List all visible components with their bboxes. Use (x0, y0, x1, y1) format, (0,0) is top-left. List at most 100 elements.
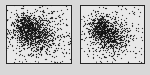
Point (108, 40, 110, 42)
Point (100, 32, 103, 33)
Point (96, 25, 98, 26)
Point (34, 41, 36, 42)
Point (11, 21, 13, 22)
Point (42, 36, 45, 37)
Point (114, 41, 116, 43)
Point (98, 50, 100, 52)
Point (22, 23, 24, 24)
Point (86, 20, 88, 21)
Point (39, 49, 42, 50)
Point (12, 23, 14, 25)
Point (19, 36, 21, 37)
Point (19, 27, 22, 29)
Point (27, 33, 30, 34)
Point (115, 41, 118, 42)
Point (106, 15, 109, 16)
Point (24, 23, 26, 25)
Point (112, 39, 114, 40)
Point (26, 21, 28, 22)
Point (34, 44, 36, 45)
Point (44, 52, 47, 54)
Point (112, 37, 115, 38)
Point (104, 31, 106, 32)
Point (97, 30, 100, 31)
Point (27, 41, 29, 42)
Point (32, 25, 34, 26)
Point (32, 54, 34, 55)
Point (51, 11, 53, 13)
Point (102, 36, 104, 37)
Point (98, 37, 100, 38)
Point (13, 35, 16, 36)
Point (16, 39, 18, 40)
Point (50, 40, 52, 41)
Point (41, 32, 43, 33)
Point (111, 40, 114, 41)
Point (97, 34, 100, 35)
Point (106, 25, 109, 26)
Point (109, 40, 111, 41)
Point (114, 17, 117, 18)
Point (101, 45, 103, 46)
Point (126, 41, 129, 43)
Point (124, 21, 127, 22)
Point (21, 22, 23, 24)
Point (45, 38, 48, 39)
Point (94, 26, 96, 27)
Point (25, 31, 27, 32)
Point (57, 22, 59, 24)
Point (32, 19, 34, 20)
Point (112, 24, 114, 25)
Point (92, 30, 95, 31)
Point (59, 20, 62, 21)
Point (20, 25, 23, 27)
Point (100, 26, 102, 27)
Point (115, 48, 117, 49)
Point (49, 40, 51, 41)
Point (115, 21, 117, 22)
Point (28, 27, 30, 29)
Point (26, 25, 28, 27)
Point (22, 22, 25, 23)
Point (37, 30, 39, 31)
Point (41, 27, 44, 28)
Point (20, 35, 23, 36)
Point (44, 51, 46, 52)
Point (38, 16, 40, 17)
Point (97, 24, 100, 25)
Point (24, 32, 26, 33)
Point (87, 55, 89, 56)
Point (21, 31, 24, 32)
Point (112, 50, 114, 51)
Point (15, 14, 18, 16)
Point (111, 45, 114, 46)
Point (48, 43, 51, 44)
Point (29, 62, 31, 63)
Point (18, 31, 21, 32)
Point (26, 25, 28, 26)
Point (109, 29, 112, 30)
Point (108, 33, 110, 35)
Point (106, 42, 109, 43)
Point (97, 31, 100, 32)
Point (103, 26, 105, 28)
Point (121, 35, 123, 36)
Point (36, 36, 39, 38)
Point (51, 52, 54, 53)
Point (26, 41, 28, 42)
Point (97, 26, 100, 27)
Point (46, 36, 48, 38)
Point (68, 32, 70, 33)
Point (42, 45, 45, 46)
Point (19, 35, 21, 36)
Point (28, 28, 31, 29)
Point (41, 37, 44, 38)
Point (33, 47, 35, 48)
Point (21, 20, 23, 21)
Point (102, 29, 105, 30)
Point (98, 34, 101, 35)
Point (39, 16, 41, 17)
Point (22, 28, 24, 29)
Point (24, 20, 27, 21)
Point (10, 36, 13, 37)
